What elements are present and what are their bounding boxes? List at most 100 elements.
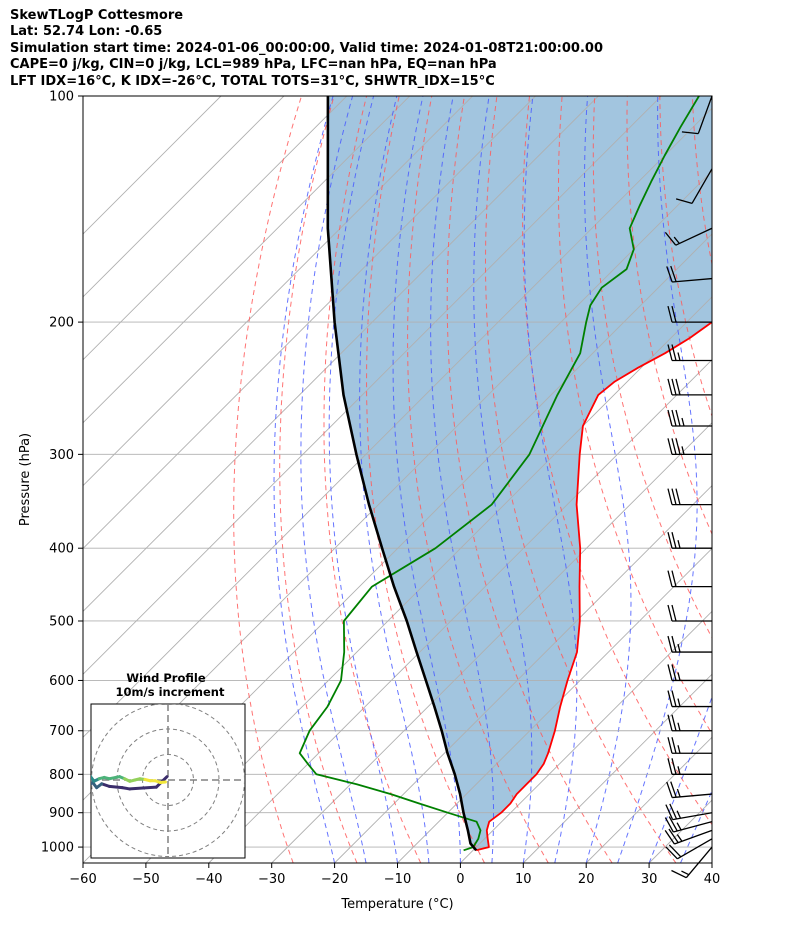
wind-barb-feather xyxy=(664,830,675,845)
x-tick-label: 10 xyxy=(515,872,532,887)
hodograph-segment xyxy=(86,775,87,780)
wind-barb-feather xyxy=(669,803,678,820)
wind-barb-staff xyxy=(673,821,713,833)
isotherm-line xyxy=(83,96,348,361)
plot-area xyxy=(83,96,794,863)
dry-adiabat-line xyxy=(592,96,712,639)
y-tick-label: 300 xyxy=(49,448,74,463)
wind-barb xyxy=(666,265,713,283)
dry-adiabat-line xyxy=(407,96,549,863)
wind-barb-feather xyxy=(667,570,673,587)
moist-adiabat-line xyxy=(648,695,712,863)
wind-barb-feather xyxy=(675,409,681,427)
wind-barb-feather xyxy=(670,265,677,282)
hodograph-segment xyxy=(107,784,124,790)
isotherm-line xyxy=(145,296,712,863)
wind-barb-feather xyxy=(671,305,677,323)
wind-barb-staff xyxy=(672,812,713,821)
wind-barb-feather xyxy=(671,690,677,707)
wind-barb-feather xyxy=(666,266,673,283)
x-tick-label: −50 xyxy=(132,872,159,887)
wind-barb-half-feather xyxy=(677,766,681,775)
hodograph-segment xyxy=(91,774,92,778)
wind-barb-half-feather xyxy=(677,722,681,731)
parcel-profile-line xyxy=(326,96,478,852)
wind-barb-half-feather xyxy=(676,810,682,819)
wind-barb-feather xyxy=(675,488,681,505)
x-tick-label: 30 xyxy=(641,872,658,887)
x-axis-label: Temperature (°C) xyxy=(340,897,453,912)
y-tick-label: 1000 xyxy=(41,841,74,856)
index-line: LFT IDX=16°C, K IDX=-26°C, TOTAL TOTS=31… xyxy=(10,73,495,89)
wind-barb-feather xyxy=(671,737,677,754)
isotherm-line xyxy=(83,96,285,298)
wind-barb-feather xyxy=(667,344,673,361)
wind-barb-staff xyxy=(677,838,713,860)
wind-barb xyxy=(665,803,713,821)
chart-header: SkewTLogP Cottesmore Lat: 52.74 Lon: -0.… xyxy=(10,8,770,90)
x-tick-label: 40 xyxy=(704,872,721,887)
dry-adiabat-line xyxy=(626,96,712,536)
wind-barb-half-feather xyxy=(673,236,680,244)
wind-barb xyxy=(664,227,713,246)
moist-adiabat-line xyxy=(473,96,533,863)
wind-barb-half-feather xyxy=(676,822,682,831)
x-tick-label: −30 xyxy=(258,872,285,887)
wind-barb-feather xyxy=(671,378,677,396)
x-tick-label: 0 xyxy=(456,872,464,887)
hodograph-segment xyxy=(128,785,158,791)
wind-barb-feather xyxy=(666,781,673,798)
moist-adiabat-line xyxy=(328,96,398,863)
isotherm-line xyxy=(271,422,712,863)
wind-barb-feather xyxy=(671,604,677,622)
wind-barb-feather xyxy=(675,198,693,205)
hodograph-title: Wind Profile xyxy=(126,671,206,685)
x-tick-label: 20 xyxy=(578,872,595,887)
moist-adiabat-line xyxy=(359,96,430,863)
wind-barb-feather xyxy=(665,804,674,820)
wind-barb xyxy=(666,781,713,799)
wind-barb xyxy=(675,168,713,205)
wind-barb-feather xyxy=(664,817,674,833)
y-tick-label: 700 xyxy=(49,724,74,739)
wind-barb xyxy=(664,816,713,833)
y-tick-label: 800 xyxy=(49,768,74,783)
dry-adiabat-line xyxy=(485,96,677,863)
wind-barb-feather xyxy=(681,131,699,135)
wind-barb-feather xyxy=(664,231,677,246)
moist-adiabat-line xyxy=(583,96,632,863)
wind-barb-feather xyxy=(667,604,673,622)
location-line: Lat: 52.74 Lon: -0.65 xyxy=(10,24,163,40)
dry-adiabat-line xyxy=(279,96,358,863)
wind-barb xyxy=(667,737,712,754)
wind-barb xyxy=(667,635,712,653)
moist-adiabat-line xyxy=(273,96,336,863)
wind-barb-half-feather xyxy=(677,352,681,361)
hodograph xyxy=(86,704,245,858)
wind-barb-feather xyxy=(675,378,681,396)
y-tick-label: 100 xyxy=(49,90,74,105)
dewpoint-line xyxy=(298,96,700,852)
moist-adiabat-line xyxy=(617,96,698,863)
wind-barb-half-feather xyxy=(677,643,681,653)
wind-barb-feather xyxy=(671,532,677,549)
isotherm-line xyxy=(334,484,712,863)
dry-adiabat-line xyxy=(758,96,794,863)
wind-barb-staff xyxy=(685,846,713,879)
wind-barb-feather xyxy=(671,758,677,775)
wind-barb-half-feather xyxy=(676,834,683,842)
wind-barb-feather xyxy=(670,781,677,798)
wind-barb-feather xyxy=(671,664,677,681)
isotherm-line xyxy=(83,96,473,487)
wind-barb xyxy=(667,409,712,427)
wind-barb-feather xyxy=(671,869,687,879)
wind-barb xyxy=(667,690,712,708)
dry-adiabat-line xyxy=(558,96,712,735)
wind-barb-feather xyxy=(667,758,673,775)
wind-barb xyxy=(667,438,712,456)
wind-barb xyxy=(667,758,712,775)
isotherm-line xyxy=(460,610,712,863)
isotherm-line xyxy=(83,107,712,738)
isotherm-line xyxy=(83,96,599,613)
